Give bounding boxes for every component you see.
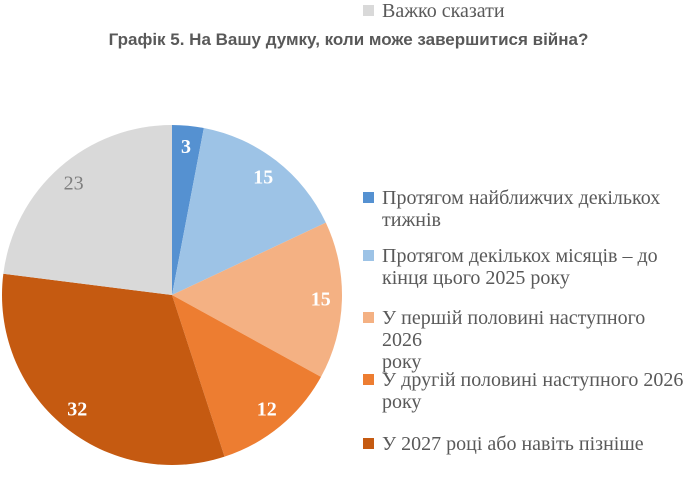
legend-swatch	[363, 5, 374, 16]
pie-slice-value-label-2: 15	[311, 289, 331, 311]
pie-slice-4	[1, 273, 225, 465]
legend-swatch	[363, 312, 374, 323]
pie-slice-value-label-1: 15	[253, 167, 273, 189]
legend-swatch	[363, 192, 374, 203]
legend-label: У другій половині наступного 2026 року	[382, 369, 684, 413]
pie-slice-value-label-0: 3	[181, 136, 191, 158]
legend-item-2027-or-later: У 2027 році або навіть пізніше	[363, 433, 687, 455]
pie-slice-3	[172, 295, 321, 457]
legend-swatch	[363, 374, 374, 385]
legend-item-months-2025: Протягом декількох місяців – до кінця ць…	[363, 245, 687, 289]
legend-swatch	[363, 438, 374, 449]
pie-slice-5	[3, 125, 173, 295]
legend-label: У 2027 році або навіть пізніше	[382, 433, 644, 455]
pie-slice-value-label-3: 12	[257, 399, 277, 421]
legend-swatch	[363, 250, 374, 261]
legend-item-weeks: Протягом найближчих декількох тижнів	[363, 187, 687, 231]
pie-slice-value-label-5: 23	[64, 172, 84, 194]
chart-title: Графік 5. На Вашу думку, коли може завер…	[108, 30, 589, 49]
legend-label: Протягом декількох місяців – до кінця ць…	[382, 245, 658, 289]
pie-slice-0	[172, 125, 204, 295]
legend-item-second-half-2026: У другій половині наступного 2026 року	[363, 369, 687, 413]
legend-item-first-half-2026: У першій половині наступного 2026 року	[363, 307, 687, 373]
legend-label: Важко сказати	[382, 0, 505, 22]
legend-label: У першій половині наступного 2026 року	[382, 307, 646, 373]
pie-slice-value-label-4: 32	[67, 399, 87, 421]
pie-slice-1	[172, 128, 326, 295]
legend-item-hard-to-say: Важко сказати	[363, 0, 687, 22]
pie-slice-2	[172, 222, 342, 377]
legend-label: Протягом найближчих декількох тижнів	[382, 187, 661, 231]
